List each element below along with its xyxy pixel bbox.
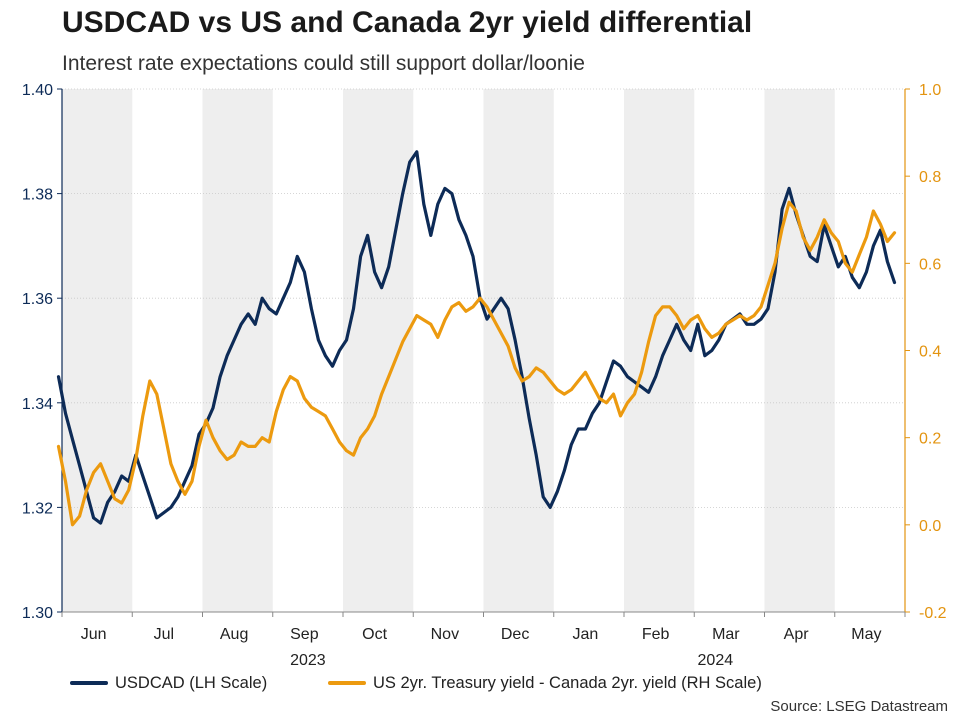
left-tick-label-1: 1.32 xyxy=(22,500,53,517)
month-band-jun xyxy=(62,89,133,612)
left-tick-label-0: 1.30 xyxy=(22,605,53,622)
month-band-oct xyxy=(343,89,414,612)
right-tick-label-1: 0.0 xyxy=(919,518,941,535)
x-tick-label-apr: Apr xyxy=(784,626,810,643)
right-tick-label-2: 0.2 xyxy=(919,431,941,448)
source-note: Source: LSEG Datastream xyxy=(770,698,948,715)
legend-item-spread: US 2yr. Treasury yield - Canada 2yr. yie… xyxy=(328,672,762,694)
right-tick-label-6: 1.0 xyxy=(919,82,941,99)
month-band-feb xyxy=(624,89,695,612)
x-tick-label-jul: Jul xyxy=(154,626,174,643)
x-tick-label-oct: Oct xyxy=(362,626,387,643)
x-tick-label-feb: Feb xyxy=(642,626,670,643)
month-band-aug xyxy=(202,89,273,612)
right-tick-label-4: 0.6 xyxy=(919,256,941,273)
chart-title: USDCAD vs US and Canada 2yr yield differ… xyxy=(62,6,753,39)
chart-subtitle: Interest rate expectations could still s… xyxy=(62,52,585,75)
x-tick-label-may: May xyxy=(851,626,881,643)
left-tick-label-5: 1.40 xyxy=(22,82,53,99)
usdcad-line xyxy=(56,150,897,525)
right-tick-label-5: 0.8 xyxy=(919,169,941,186)
legend-label-spread: US 2yr. Treasury yield - Canada 2yr. yie… xyxy=(373,673,762,692)
x-tick-label-nov: Nov xyxy=(431,626,459,643)
legend-swatch-usdcad xyxy=(70,681,108,685)
left-tick-label-3: 1.36 xyxy=(22,291,53,308)
legend-item-usdcad: USDCAD (LH Scale) xyxy=(70,672,267,694)
right-tick-label-0: -0.2 xyxy=(919,605,947,622)
x-tick-label-dec: Dec xyxy=(501,626,529,643)
left-tick-label-4: 1.38 xyxy=(22,187,53,204)
x-year-label-2024: 2024 xyxy=(698,652,734,669)
x-tick-label-mar: Mar xyxy=(712,626,740,643)
x-tick-label-sep: Sep xyxy=(290,626,319,643)
x-tick-label-jan: Jan xyxy=(572,626,598,643)
x-tick-label-jun: Jun xyxy=(81,626,107,643)
month-band-apr xyxy=(764,89,835,612)
right-tick-label-3: 0.4 xyxy=(919,344,941,361)
yield-spread-line xyxy=(56,200,897,527)
left-tick-label-2: 1.34 xyxy=(22,396,53,413)
x-year-label-2023: 2023 xyxy=(290,652,326,669)
legend-swatch-spread xyxy=(328,681,366,685)
x-tick-label-aug: Aug xyxy=(220,626,248,643)
legend-label-usdcad: USDCAD (LH Scale) xyxy=(115,673,268,692)
